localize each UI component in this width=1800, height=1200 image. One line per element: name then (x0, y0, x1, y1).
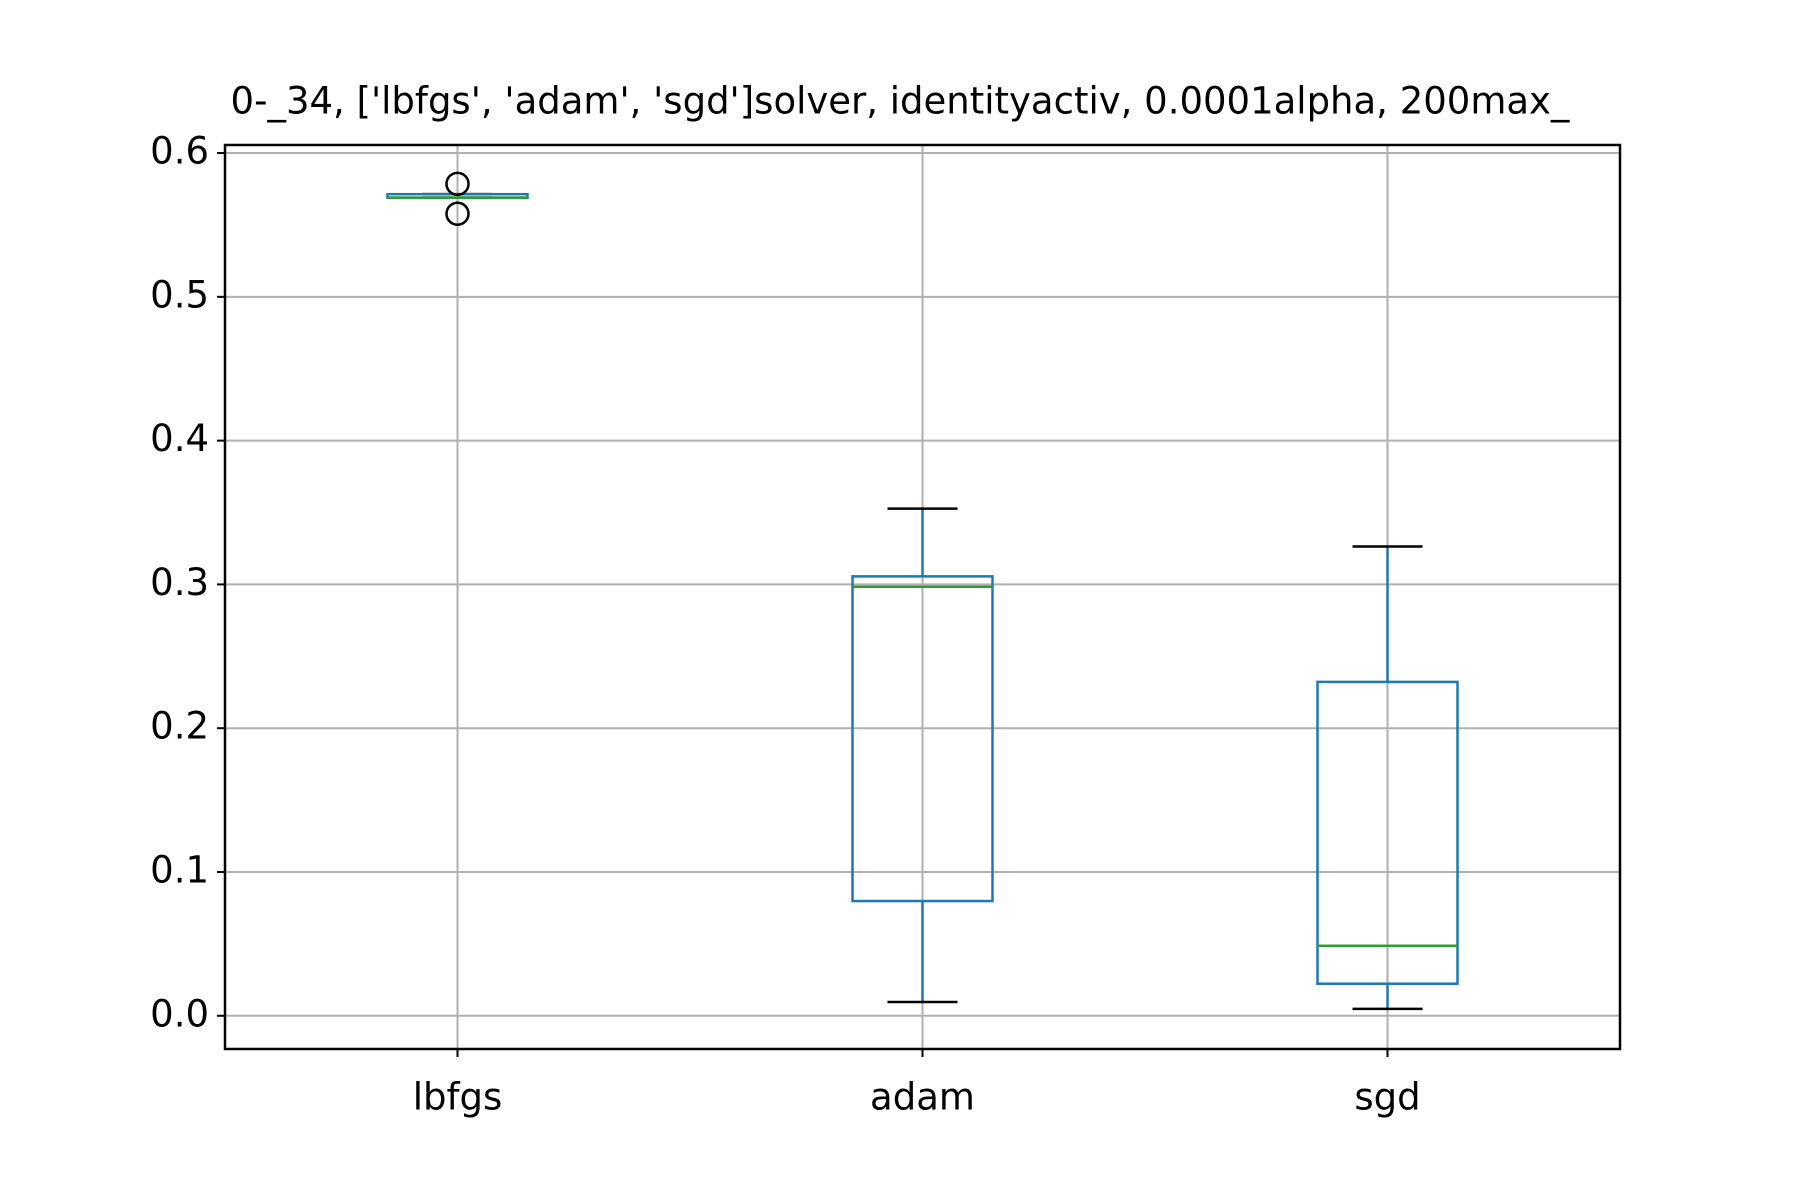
x-tick-label: adam (870, 1076, 975, 1119)
y-tick-label: 0.4 (150, 417, 209, 460)
y-tick-label: 0.0 (150, 992, 209, 1035)
y-tick-label: 0.1 (150, 848, 209, 891)
flier (445, 171, 470, 197)
box (851, 575, 994, 903)
y-tick-label: 0.3 (150, 561, 209, 604)
y-tick-label: 0.2 (150, 705, 209, 748)
box (1316, 680, 1459, 985)
flier (445, 201, 470, 226)
chart-title: 0-_34, ['lbfgs', 'adam', 'sgd']solver, i… (231, 80, 1570, 123)
y-tick-label: 0.5 (150, 273, 209, 316)
plot-frame (223, 143, 1622, 1051)
y-tick-label: 0.6 (150, 130, 209, 173)
x-tick-label: sgd (1354, 1076, 1420, 1119)
x-tick-label: lbfgs (413, 1076, 503, 1119)
